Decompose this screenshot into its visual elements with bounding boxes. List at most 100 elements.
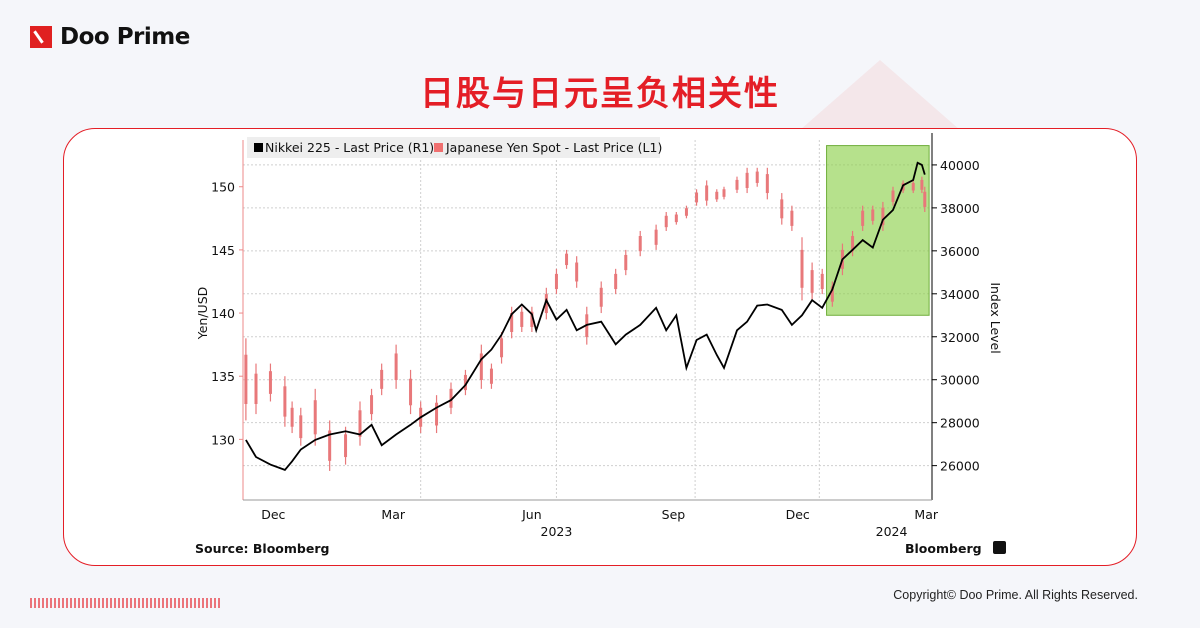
x-tick-label: Mar bbox=[381, 507, 405, 522]
page-title: 日股与日元呈负相关性 bbox=[420, 75, 780, 113]
yen-bar-body bbox=[554, 273, 558, 290]
y-left-axis-title: Yen/USD bbox=[195, 287, 210, 341]
yen-bar-body bbox=[313, 400, 317, 435]
yen-bar-body bbox=[830, 286, 834, 302]
x-tick-label: Mar bbox=[914, 507, 938, 522]
yen-bar-body bbox=[544, 294, 548, 314]
yen-bar-body bbox=[891, 190, 895, 202]
yen-bar-body bbox=[861, 210, 865, 226]
yen-bar-body bbox=[290, 407, 294, 427]
yen-bar-body bbox=[394, 353, 398, 380]
yen-bar-body bbox=[820, 273, 824, 290]
yen-bar-body bbox=[328, 430, 332, 461]
yen-bar-body bbox=[920, 179, 924, 190]
nikkei-series-line bbox=[245, 161, 926, 471]
axes: 130 135 140 145 150 26000 28000 30000 32000 34000… bbox=[211, 133, 980, 539]
bloomberg-logo-icon bbox=[993, 541, 1006, 554]
yen-bar-body bbox=[520, 311, 524, 327]
y-right-tick-label: 40000 bbox=[940, 158, 980, 173]
yen-bar-body bbox=[254, 373, 258, 404]
yen-bar-body bbox=[735, 179, 739, 190]
yen-bar-body bbox=[715, 191, 719, 200]
x-tick-label: Jun bbox=[521, 507, 542, 522]
x-tick-label: Dec bbox=[261, 507, 285, 522]
legend-swatch-nikkei bbox=[254, 143, 263, 152]
yen-bar-body bbox=[638, 236, 642, 252]
y-right-tick-label: 34000 bbox=[940, 287, 980, 302]
legend-label-nikkei: Nikkei 225 - Last Price (R1) bbox=[265, 140, 434, 155]
yen-bar-body bbox=[530, 311, 534, 327]
yen-bar-body bbox=[565, 253, 569, 266]
yen-bar-body bbox=[380, 369, 384, 389]
yen-bar-body bbox=[654, 229, 658, 245]
y-right-tick-label: 28000 bbox=[940, 416, 980, 431]
yen-bar-body bbox=[851, 236, 855, 252]
yen-bar-body bbox=[575, 262, 579, 282]
x-tick-label: Sep bbox=[662, 507, 686, 522]
yen-bar-body bbox=[705, 185, 709, 201]
yen-bar-body bbox=[299, 415, 303, 439]
bloomberg-watermark: Bloomberg bbox=[905, 541, 982, 556]
yen-bar-body bbox=[358, 410, 362, 437]
yen-bar-body bbox=[500, 338, 504, 358]
yen-bar-body bbox=[881, 207, 885, 226]
yen-bar-body bbox=[489, 368, 493, 384]
legend-label-yen: Japanese Yen Spot - Last Price (L1) bbox=[445, 140, 662, 155]
x-year-label: 2023 bbox=[541, 524, 573, 539]
background-triangle-decoration bbox=[800, 60, 960, 130]
yen-bar-body bbox=[684, 208, 688, 216]
yen-bar-body bbox=[449, 388, 453, 408]
yen-bar-body bbox=[614, 273, 618, 290]
yen-bar-body bbox=[344, 434, 348, 458]
yen-bar-body bbox=[674, 214, 678, 223]
yen-bar-body bbox=[790, 210, 794, 226]
yen-bar-body bbox=[370, 395, 374, 415]
doo-prime-logo: Doo Prime bbox=[30, 24, 190, 50]
y-left-tick-label: 135 bbox=[211, 369, 235, 384]
yen-bar-body bbox=[510, 313, 514, 332]
y-right-tick-label: 30000 bbox=[940, 373, 980, 388]
yen-bar-body bbox=[911, 182, 915, 191]
doo-prime-logo-icon bbox=[30, 26, 52, 48]
y-right-tick-label: 32000 bbox=[940, 330, 980, 345]
yen-bar-body bbox=[755, 171, 759, 183]
highlight-box bbox=[826, 145, 930, 316]
legend-box bbox=[247, 137, 660, 158]
decorative-strip bbox=[30, 598, 220, 608]
y-left-tick-label: 150 bbox=[211, 180, 235, 195]
yen-bar-body bbox=[765, 174, 769, 194]
yen-series bbox=[244, 167, 927, 471]
x-year-label: 2024 bbox=[876, 524, 908, 539]
yen-bar-body bbox=[871, 209, 875, 221]
y-left-tick-label: 145 bbox=[211, 243, 235, 258]
yen-bar-body bbox=[409, 378, 413, 406]
y-right-axis-title: Index Level bbox=[988, 282, 1003, 353]
x-tick-label: Dec bbox=[786, 507, 810, 522]
yen-bar-body bbox=[244, 354, 248, 404]
yen-bar-body bbox=[923, 191, 927, 207]
y-right-tick-label: 36000 bbox=[940, 244, 980, 259]
yen-bar-body bbox=[268, 371, 272, 394]
yen-bar-body bbox=[664, 215, 668, 228]
yen-bar-body bbox=[463, 374, 467, 391]
yen-bar-body bbox=[810, 270, 814, 293]
yen-bar-body bbox=[745, 172, 749, 188]
yen-bar-body bbox=[435, 402, 439, 426]
copyright-text: Copyright© Doo Prime. All Rights Reserve… bbox=[893, 588, 1138, 602]
yen-bar-body bbox=[800, 249, 804, 288]
yen-bar-body bbox=[479, 353, 483, 380]
y-left-tick-label: 130 bbox=[211, 432, 235, 447]
chart-card bbox=[63, 128, 1137, 566]
yen-bar-body bbox=[283, 386, 287, 417]
y-left-tick-label: 140 bbox=[211, 306, 235, 321]
brand-name: Doo Prime bbox=[60, 24, 190, 50]
yen-bar-body bbox=[722, 189, 726, 197]
yen-bar-body bbox=[599, 287, 603, 307]
yen-bar-body bbox=[695, 192, 699, 203]
legend-swatch-yen bbox=[434, 143, 443, 152]
y-right-tick-label: 26000 bbox=[940, 459, 980, 474]
yen-bar-body bbox=[624, 254, 628, 271]
source-label: Source: Bloomberg bbox=[195, 541, 329, 556]
yen-bar-body bbox=[780, 199, 784, 219]
